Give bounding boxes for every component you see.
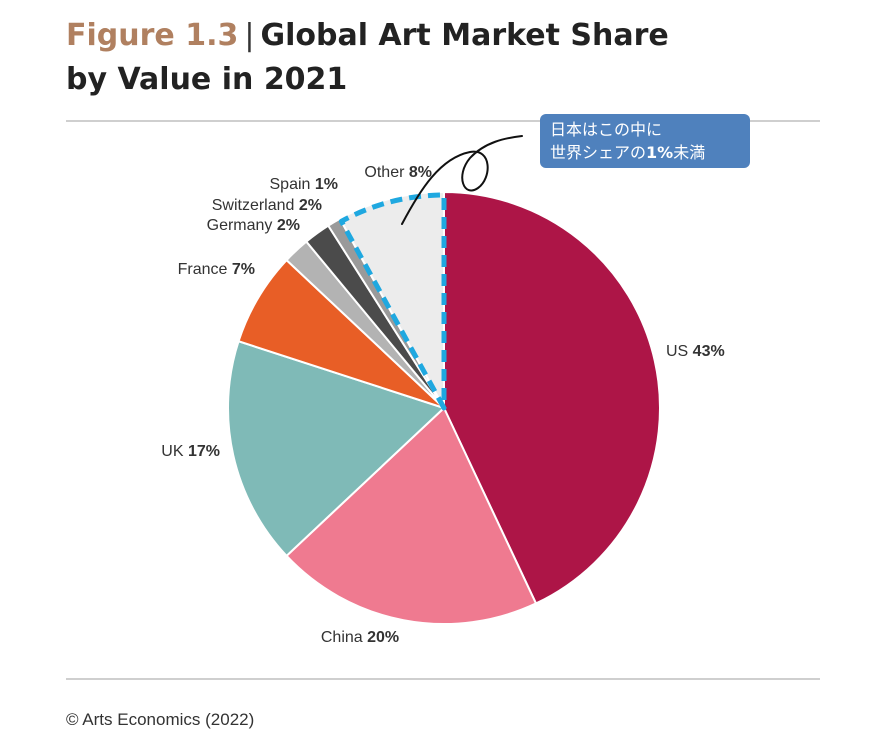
- label-france-name: France: [178, 261, 232, 278]
- callout-pointer-line: [401, 135, 523, 225]
- label-germany-value: 2%: [277, 217, 300, 234]
- title-separator: |: [244, 18, 255, 53]
- label-germany-name: Germany: [207, 217, 277, 234]
- label-uk: UK 17%: [161, 443, 220, 460]
- label-germany: Germany 2%: [207, 217, 300, 234]
- source-credit: © Arts Economics (2022): [66, 710, 255, 729]
- callout-text-bold: 1%: [646, 143, 674, 162]
- callout-line-2: 世界シェアの1%未満: [550, 141, 740, 164]
- label-china-value: 20%: [367, 629, 399, 646]
- title-line-1: Figure 1.3 | Global Art Market Share: [66, 14, 806, 58]
- label-us-value: 43%: [693, 343, 725, 360]
- label-us: US 43%: [666, 343, 725, 360]
- label-france: France 7%: [178, 261, 255, 278]
- label-spain-name: Spain: [270, 176, 315, 193]
- label-switzerland: Switzerland 2%: [212, 197, 322, 214]
- label-switzerland-value: 2%: [299, 197, 322, 214]
- label-switzerland-name: Switzerland: [212, 197, 299, 214]
- highlight-other-outline: [338, 192, 447, 411]
- callout-text-post: 未満: [673, 143, 706, 162]
- bottom-divider: [66, 678, 820, 680]
- figure-label: Figure 1.3: [66, 18, 239, 53]
- callout-text-pre: 世界シェアの: [550, 143, 647, 162]
- top-divider: [66, 120, 820, 122]
- label-china-name: China: [321, 629, 367, 646]
- chart-title: Figure 1.3 | Global Art Market Share by Va…: [66, 14, 806, 102]
- label-uk-value: 17%: [188, 443, 220, 460]
- label-france-value: 7%: [232, 261, 255, 278]
- label-china: China 20%: [321, 629, 399, 646]
- callout-box: 日本はこの中に 世界シェアの1%未満: [540, 114, 750, 168]
- slice-us: [443, 190, 661, 605]
- slice-uk: [227, 339, 446, 558]
- pie-chart: US 43% China 20% UK 17% France 7% Germany 2%…: [161, 135, 725, 646]
- slice-other: [338, 190, 445, 409]
- label-other-value: 8%: [409, 164, 432, 181]
- title-text: Global Art Market Share: [260, 18, 669, 53]
- label-uk-name: UK: [161, 443, 188, 460]
- label-other: Other 8%: [364, 164, 432, 181]
- slice-china: [285, 406, 538, 625]
- callout-line-1: 日本はこの中に: [550, 120, 663, 139]
- label-other-name: Other: [364, 164, 408, 181]
- label-spain: Spain 1%: [270, 176, 339, 193]
- title-line-2: by Value in 2021: [66, 62, 348, 97]
- label-spain-value: 1%: [315, 176, 338, 193]
- label-us-name: US: [666, 343, 693, 360]
